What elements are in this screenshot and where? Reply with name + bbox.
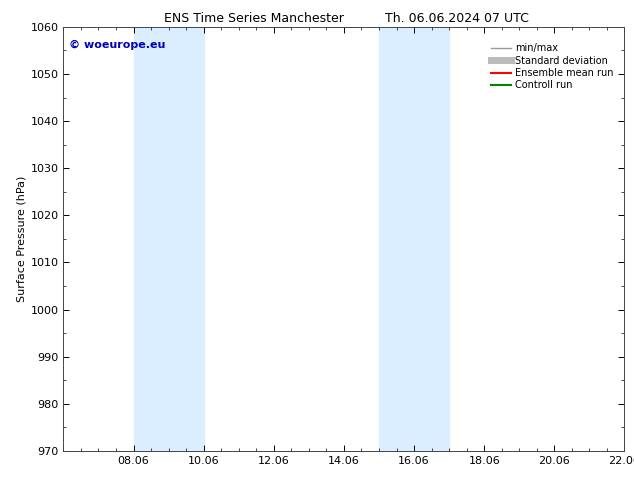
Bar [134,27,204,451]
Text: © woeurope.eu: © woeurope.eu [69,40,165,50]
Legend: min/max, Standard deviation, Ensemble mean run, Controll run: min/max, Standard deviation, Ensemble me… [488,40,617,94]
Text: Th. 06.06.2024 07 UTC: Th. 06.06.2024 07 UTC [385,12,528,25]
Y-axis label: Surface Pressure (hPa): Surface Pressure (hPa) [16,176,26,302]
Bar [379,27,449,451]
Text: ENS Time Series Manchester: ENS Time Series Manchester [164,12,344,25]
